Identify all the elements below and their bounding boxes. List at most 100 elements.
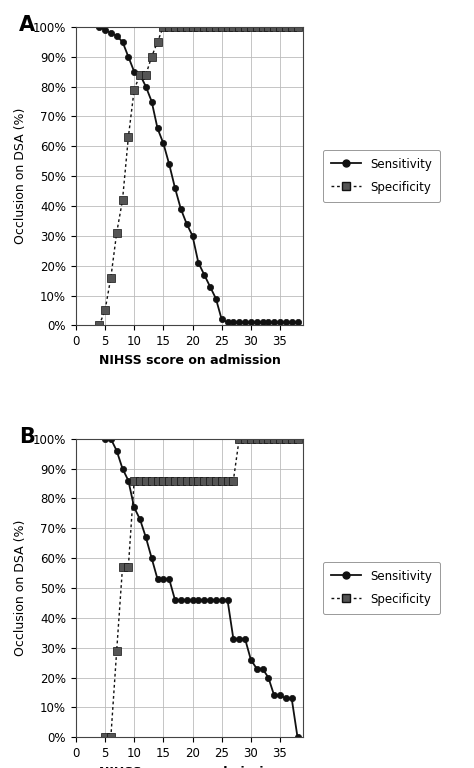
Sensitivity xyxy=(190,595,195,604)
Specificity xyxy=(137,70,143,79)
Specificity xyxy=(207,476,213,485)
Specificity xyxy=(265,434,271,443)
Specificity xyxy=(207,22,213,31)
Specificity xyxy=(283,22,289,31)
Specificity xyxy=(219,476,225,485)
Specificity xyxy=(260,434,265,443)
Specificity xyxy=(195,22,201,31)
Sensitivity xyxy=(155,574,160,584)
Specificity xyxy=(295,434,301,443)
Specificity xyxy=(237,434,242,443)
Specificity xyxy=(131,85,137,94)
Specificity xyxy=(254,22,260,31)
Sensitivity xyxy=(102,25,108,35)
Sensitivity xyxy=(237,634,242,644)
Specificity xyxy=(230,476,236,485)
Sensitivity xyxy=(131,503,137,512)
Text: A: A xyxy=(19,15,35,35)
Sensitivity xyxy=(230,318,236,327)
Sensitivity xyxy=(184,220,190,229)
Sensitivity xyxy=(295,318,301,327)
Sensitivity xyxy=(207,282,213,291)
Sensitivity xyxy=(201,270,207,280)
Specificity xyxy=(166,476,172,485)
Specificity xyxy=(201,22,207,31)
Legend: Sensitivity, Specificity: Sensitivity, Specificity xyxy=(323,150,440,202)
Sensitivity xyxy=(295,733,301,742)
Specificity xyxy=(96,321,102,330)
Sensitivity xyxy=(219,315,225,324)
Y-axis label: Occlusion on DSA (%): Occlusion on DSA (%) xyxy=(14,108,27,244)
Sensitivity xyxy=(178,595,184,604)
Sensitivity xyxy=(172,184,178,193)
Sensitivity xyxy=(260,664,265,674)
Specificity xyxy=(295,22,301,31)
Specificity xyxy=(289,434,294,443)
Specificity xyxy=(102,306,108,315)
Sensitivity xyxy=(230,634,236,644)
Specificity xyxy=(213,476,219,485)
Specificity xyxy=(184,22,190,31)
Specificity xyxy=(114,646,119,655)
Sensitivity xyxy=(254,664,260,674)
Sensitivity xyxy=(108,434,114,443)
X-axis label: NIHSS score on admission: NIHSS score on admission xyxy=(99,353,281,366)
Sensitivity xyxy=(225,595,230,604)
Sensitivity xyxy=(213,595,219,604)
Line: Sensitivity: Sensitivity xyxy=(96,24,301,326)
Sensitivity xyxy=(137,70,143,79)
Y-axis label: Occlusion on DSA (%): Occlusion on DSA (%) xyxy=(14,520,27,656)
Text: B: B xyxy=(19,427,35,447)
Specificity xyxy=(225,476,230,485)
Specificity xyxy=(114,228,119,237)
Sensitivity xyxy=(260,318,265,327)
Legend: Sensitivity, Specificity: Sensitivity, Specificity xyxy=(323,562,440,614)
Sensitivity xyxy=(184,595,190,604)
Sensitivity xyxy=(96,22,102,31)
Sensitivity xyxy=(219,595,225,604)
Specificity xyxy=(201,476,207,485)
Sensitivity xyxy=(172,595,178,604)
Specificity xyxy=(178,22,184,31)
Sensitivity xyxy=(190,231,195,240)
Specificity xyxy=(195,476,201,485)
Specificity xyxy=(108,273,114,282)
Specificity xyxy=(137,476,143,485)
Specificity xyxy=(265,22,271,31)
Sensitivity xyxy=(114,446,119,455)
Specificity xyxy=(237,22,242,31)
Specificity xyxy=(242,434,248,443)
Sensitivity xyxy=(131,67,137,76)
Specificity xyxy=(149,476,155,485)
Specificity xyxy=(213,22,219,31)
Specificity xyxy=(102,733,108,742)
Sensitivity xyxy=(283,318,289,327)
Sensitivity xyxy=(254,318,260,327)
Sensitivity xyxy=(289,694,294,703)
Specificity xyxy=(248,22,254,31)
Sensitivity xyxy=(271,318,277,327)
Sensitivity xyxy=(178,204,184,214)
Sensitivity xyxy=(265,318,271,327)
Sensitivity xyxy=(289,318,294,327)
Specificity xyxy=(283,434,289,443)
Sensitivity xyxy=(143,82,149,91)
Sensitivity xyxy=(166,160,172,169)
Line: Specificity: Specificity xyxy=(101,435,301,741)
Line: Sensitivity: Sensitivity xyxy=(102,435,301,740)
Specificity xyxy=(184,476,190,485)
Sensitivity xyxy=(119,37,125,46)
Sensitivity xyxy=(242,634,248,644)
X-axis label: NIHSS score on admission: NIHSS score on admission xyxy=(99,766,281,768)
Sensitivity xyxy=(119,464,125,473)
Specificity xyxy=(277,434,283,443)
Specificity xyxy=(108,733,114,742)
Sensitivity xyxy=(277,318,283,327)
Sensitivity xyxy=(143,533,149,542)
Sensitivity xyxy=(102,434,108,443)
Specificity xyxy=(172,476,178,485)
Specificity xyxy=(260,22,265,31)
Specificity xyxy=(225,22,230,31)
Specificity xyxy=(271,434,277,443)
Specificity xyxy=(277,22,283,31)
